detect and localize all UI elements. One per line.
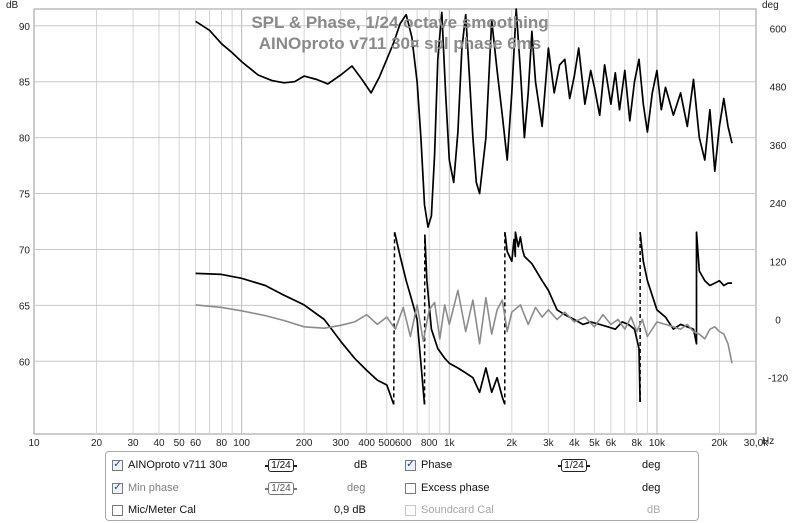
y-left-tick-label: 70	[19, 245, 31, 256]
excess-phase-label: Excess phase	[421, 482, 490, 494]
x-tick-label: 1k	[444, 438, 456, 449]
min-phase-unit: deg	[347, 482, 366, 494]
x-tick-label: 300	[332, 438, 349, 449]
x-tick-label: 400	[358, 438, 375, 449]
x-tick-label: 30	[128, 438, 140, 449]
soundcard-cal-checkbox	[405, 504, 416, 516]
spl-checkbox[interactable]: ✓	[112, 459, 123, 471]
phase-series-line	[195, 231, 732, 405]
y-right-tick-label: 120	[770, 257, 787, 268]
y-right-tick-label: -120	[768, 374, 788, 385]
spl-series-line	[195, 8, 733, 228]
y-left-tick-label: 60	[19, 357, 31, 368]
y-right-tick-label: 240	[770, 199, 787, 210]
spl-toggle[interactable]: ✓ AINOproto v711 30¤	[112, 457, 227, 473]
x-tick-label: 20k	[711, 438, 728, 449]
min-phase-label: Min phase	[128, 482, 179, 494]
x-tick-label: 2k	[507, 438, 519, 449]
y-left-tick-label: 85	[19, 78, 31, 89]
x-tick-label: 40	[153, 438, 165, 449]
soundcard-cal-label: Soundcard Cal	[421, 504, 494, 516]
mic-cal-label: Mic/Meter Cal	[128, 504, 196, 516]
y-left-tick-label: 90	[19, 22, 31, 33]
legend-row-calibration: Mic/Meter Cal 0,9 dB Soundcard Cal dB	[106, 502, 698, 518]
chart-subtitle: AINOproto v711 30¤ spl phase 6ms	[258, 34, 542, 53]
y-right-tick-label: 360	[770, 141, 787, 152]
min-phase-series-line	[195, 289, 733, 364]
left-axis-unit: dB	[6, 0, 19, 11]
x-tick-label: 20	[91, 438, 103, 449]
mic-cal-value: 0,9 dB	[334, 504, 366, 516]
x-tick-label: 50	[174, 438, 186, 449]
y-right-tick-label: 600	[770, 24, 787, 35]
x-tick-label: 5k	[589, 438, 601, 449]
x-tick-label: 60	[190, 438, 202, 449]
chart-title: SPL & Phase, 1/24 octave smoothing	[251, 13, 549, 32]
x-tick-label: 200	[296, 438, 313, 449]
soundcard-cal-unit: dB	[647, 504, 661, 516]
phase-unit: deg	[642, 459, 661, 471]
legend-panel: ✓ AINOproto v711 30¤ 1/24 dB ✓ Phase 1/2…	[105, 451, 699, 521]
min-phase-checkbox[interactable]: ✓	[112, 482, 123, 494]
x-tick-label: 30,0k	[744, 438, 769, 449]
x-tick-label: 100	[233, 438, 250, 449]
x-tick-label: 4k	[569, 438, 581, 449]
legend-row-min-phase: ✓ Min phase 1/24 deg Excess phase deg	[106, 480, 698, 496]
phase-toggle[interactable]: ✓ Phase	[405, 457, 452, 473]
right-axis-unit: deg	[762, 0, 779, 11]
excess-phase-checkbox[interactable]	[405, 482, 416, 494]
y-left-tick-label: 80	[19, 134, 31, 145]
x-axis-unit: Hz	[762, 436, 775, 447]
excess-phase-toggle[interactable]: Excess phase	[405, 480, 489, 496]
x-tick-label: 600	[395, 438, 412, 449]
phase-wrap-line	[392, 232, 396, 405]
x-tick-label: 3k	[543, 438, 555, 449]
phase-label: Phase	[421, 459, 453, 471]
spl-unit: dB	[354, 459, 368, 471]
y-left-tick-label: 75	[19, 190, 31, 201]
phase-smoothing-label: 1/24	[561, 458, 587, 472]
min-phase-toggle[interactable]: ✓ Min phase	[112, 480, 179, 496]
soundcard-cal-toggle: Soundcard Cal	[405, 502, 494, 518]
y-right-tick-label: 0	[775, 316, 781, 327]
spl-label: AINOproto v711 30¤	[128, 459, 228, 471]
x-tick-label: 6k	[606, 438, 618, 449]
x-tick-label: 800	[421, 438, 438, 449]
excess-phase-unit: deg	[642, 482, 661, 494]
x-tick-label: 10	[28, 438, 40, 449]
x-tick-label: 8k	[632, 438, 644, 449]
min-phase-smoothing-label: 1/24	[268, 481, 294, 495]
phase-checkbox[interactable]: ✓	[405, 459, 416, 471]
mic-cal-toggle[interactable]: Mic/Meter Cal	[112, 502, 196, 518]
phase-smoothing-button[interactable]: 1/24	[558, 458, 590, 472]
y-left-tick-label: 65	[19, 301, 31, 312]
x-tick-label: 80	[216, 438, 228, 449]
legend-row-spl: ✓ AINOproto v711 30¤ 1/24 dB ✓ Phase 1/2…	[106, 457, 698, 473]
min-phase-smoothing-button[interactable]: 1/24	[265, 481, 297, 495]
spl-phase-chart: 10 20 30 40 50 60 80 100 200 300 400 500 600 800 1k 2k 3…	[19, 8, 788, 449]
spl-smoothing-label: 1/24	[268, 458, 294, 472]
mic-cal-checkbox[interactable]	[112, 504, 123, 516]
y-right-tick-label: 480	[770, 83, 787, 94]
spl-smoothing-button[interactable]: 1/24	[265, 458, 297, 472]
x-tick-label: 10k	[649, 438, 666, 449]
x-tick-label: 500	[378, 438, 395, 449]
